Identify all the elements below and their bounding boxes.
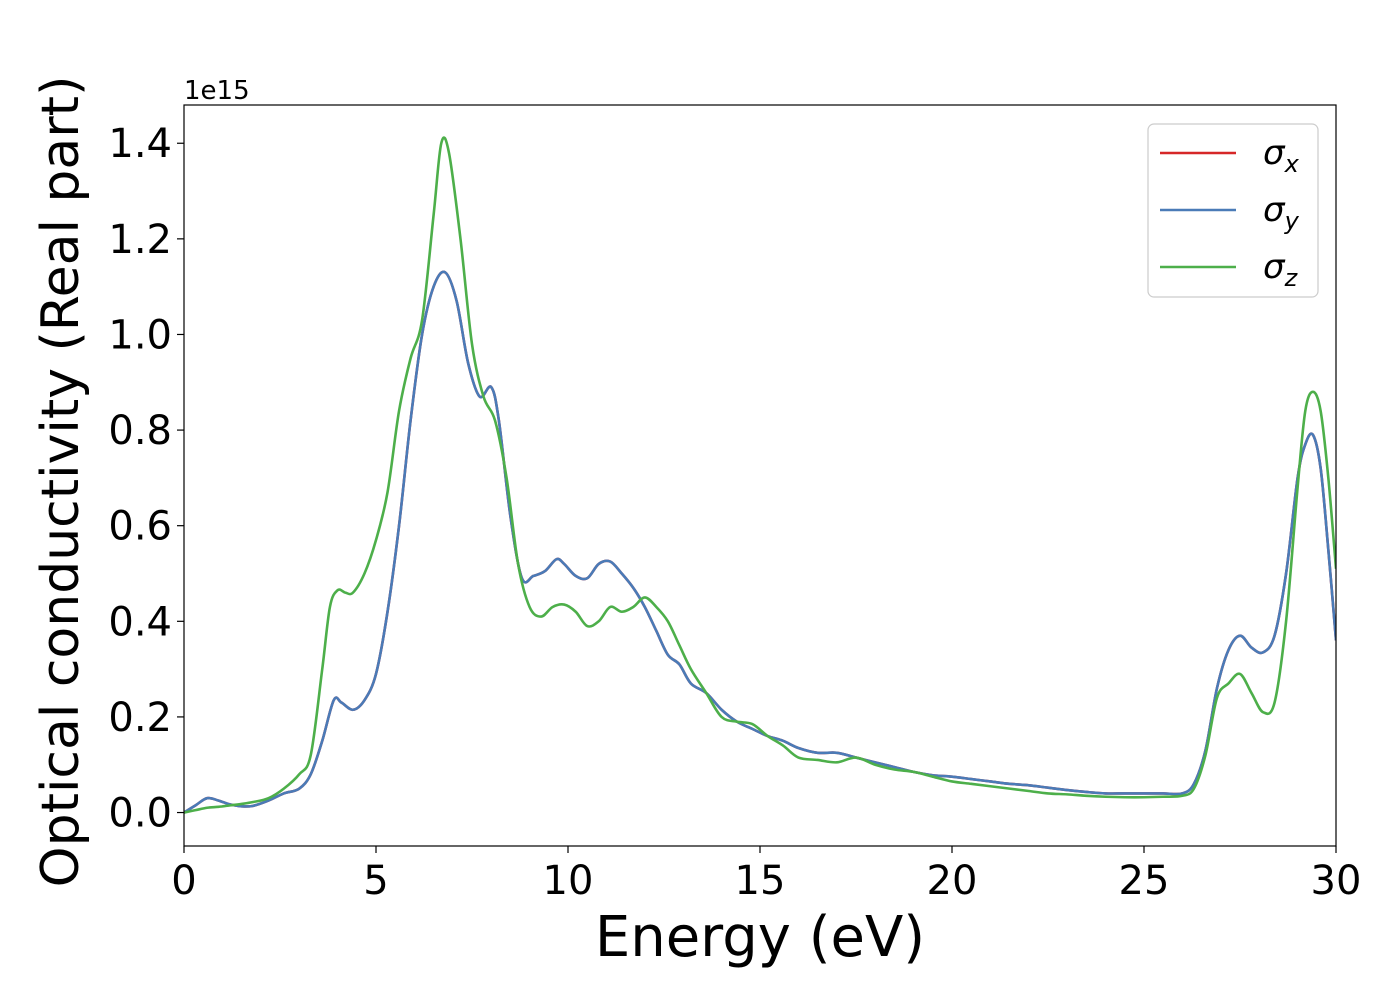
x-tick-label: 15: [735, 858, 786, 904]
series-line-z: [184, 136, 1336, 814]
y-tick-label: 1.0: [108, 312, 172, 358]
y-tick-label: 1.2: [108, 217, 172, 263]
legend-label-x: σx: [1263, 133, 1300, 178]
x-tick-label: 30: [1311, 858, 1362, 904]
x-tick-label: 20: [927, 858, 978, 904]
legend-label-z: σz: [1263, 247, 1299, 292]
y-tick-label: 0.0: [108, 791, 172, 837]
x-axis: 0 5 10 15 20 25 30: [171, 846, 1361, 904]
y-tick-label: 0.4: [108, 599, 172, 645]
x-tick-label: 25: [1119, 858, 1170, 904]
series-line-y: [184, 270, 1336, 814]
y-tick-label: 0.2: [108, 695, 172, 741]
y-axis-title: Optical conductivity (Real part): [31, 76, 91, 888]
series-layer: [184, 136, 1336, 814]
legend-label-y: σy: [1263, 190, 1300, 235]
y-axis: 0.0 0.2 0.4 0.6 0.8 1.0 1.2 1.4: [108, 121, 184, 837]
x-tick-label: 5: [363, 858, 388, 904]
legend: σx σy σz: [1147, 123, 1319, 298]
y-tick-label: 0.8: [108, 408, 172, 454]
y-tick-label: 0.6: [108, 504, 172, 550]
y-offset-text: 1e15: [184, 76, 250, 106]
y-tick-label: 1.4: [108, 121, 172, 167]
x-axis-title: Energy (eV): [595, 905, 925, 970]
x-tick-label: 0: [171, 858, 196, 904]
x-tick-label: 10: [543, 858, 594, 904]
